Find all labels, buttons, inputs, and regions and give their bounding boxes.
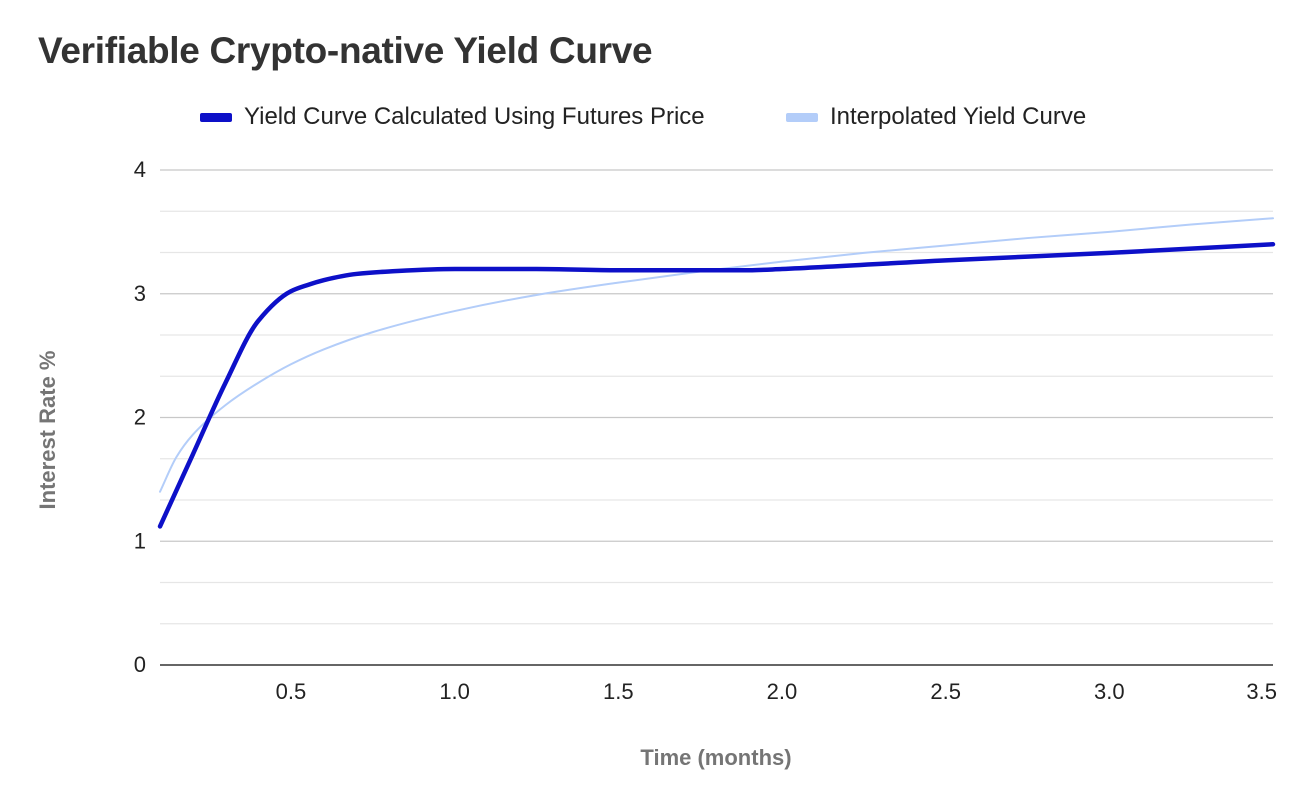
legend-swatch-futures [200, 112, 232, 122]
y-tick-label: 0 [134, 652, 146, 677]
series-line-futures-yield [157, 242, 1276, 529]
x-tick-label: 2.5 [930, 679, 961, 704]
x-tick-label: 3.5 [1246, 679, 1277, 704]
y-tick-labels: 0 1 2 3 4 [134, 157, 146, 677]
chart-title: Verifiable Crypto-native Yield Curve [38, 30, 653, 71]
legend: Yield Curve Calculated Using Futures Pri… [0, 100, 1310, 134]
x-tick-labels: 0.5 1.0 1.5 2.0 2.5 3.0 3.5 [276, 679, 1277, 704]
legend-item-interpolated[interactable]: Interpolated Yield Curve [786, 100, 1086, 134]
y-tick-label: 1 [134, 528, 146, 553]
y-tick-label: 3 [134, 281, 146, 306]
legend-item-futures[interactable]: Yield Curve Calculated Using Futures Pri… [200, 100, 705, 134]
x-tick-label: 3.0 [1094, 679, 1125, 704]
y-axis-title: Interest Rate % [35, 351, 60, 510]
x-axis-title: Time (months) [640, 745, 791, 770]
x-tick-label: 2.0 [767, 679, 798, 704]
legend-swatch-interpolated [786, 112, 818, 122]
legend-label-interpolated: Interpolated Yield Curve [830, 103, 1087, 130]
x-tick-label: 0.5 [276, 679, 307, 704]
x-tick-label: 1.5 [603, 679, 634, 704]
series-line-interpolated-yield [159, 217, 1274, 493]
grid-lines [160, 169, 1273, 666]
y-tick-label: 4 [134, 157, 146, 182]
y-tick-label: 2 [134, 405, 146, 430]
x-tick-label: 1.0 [439, 679, 470, 704]
legend-label-futures: Yield Curve Calculated Using Futures Pri… [244, 103, 705, 130]
series-lines [157, 217, 1276, 529]
